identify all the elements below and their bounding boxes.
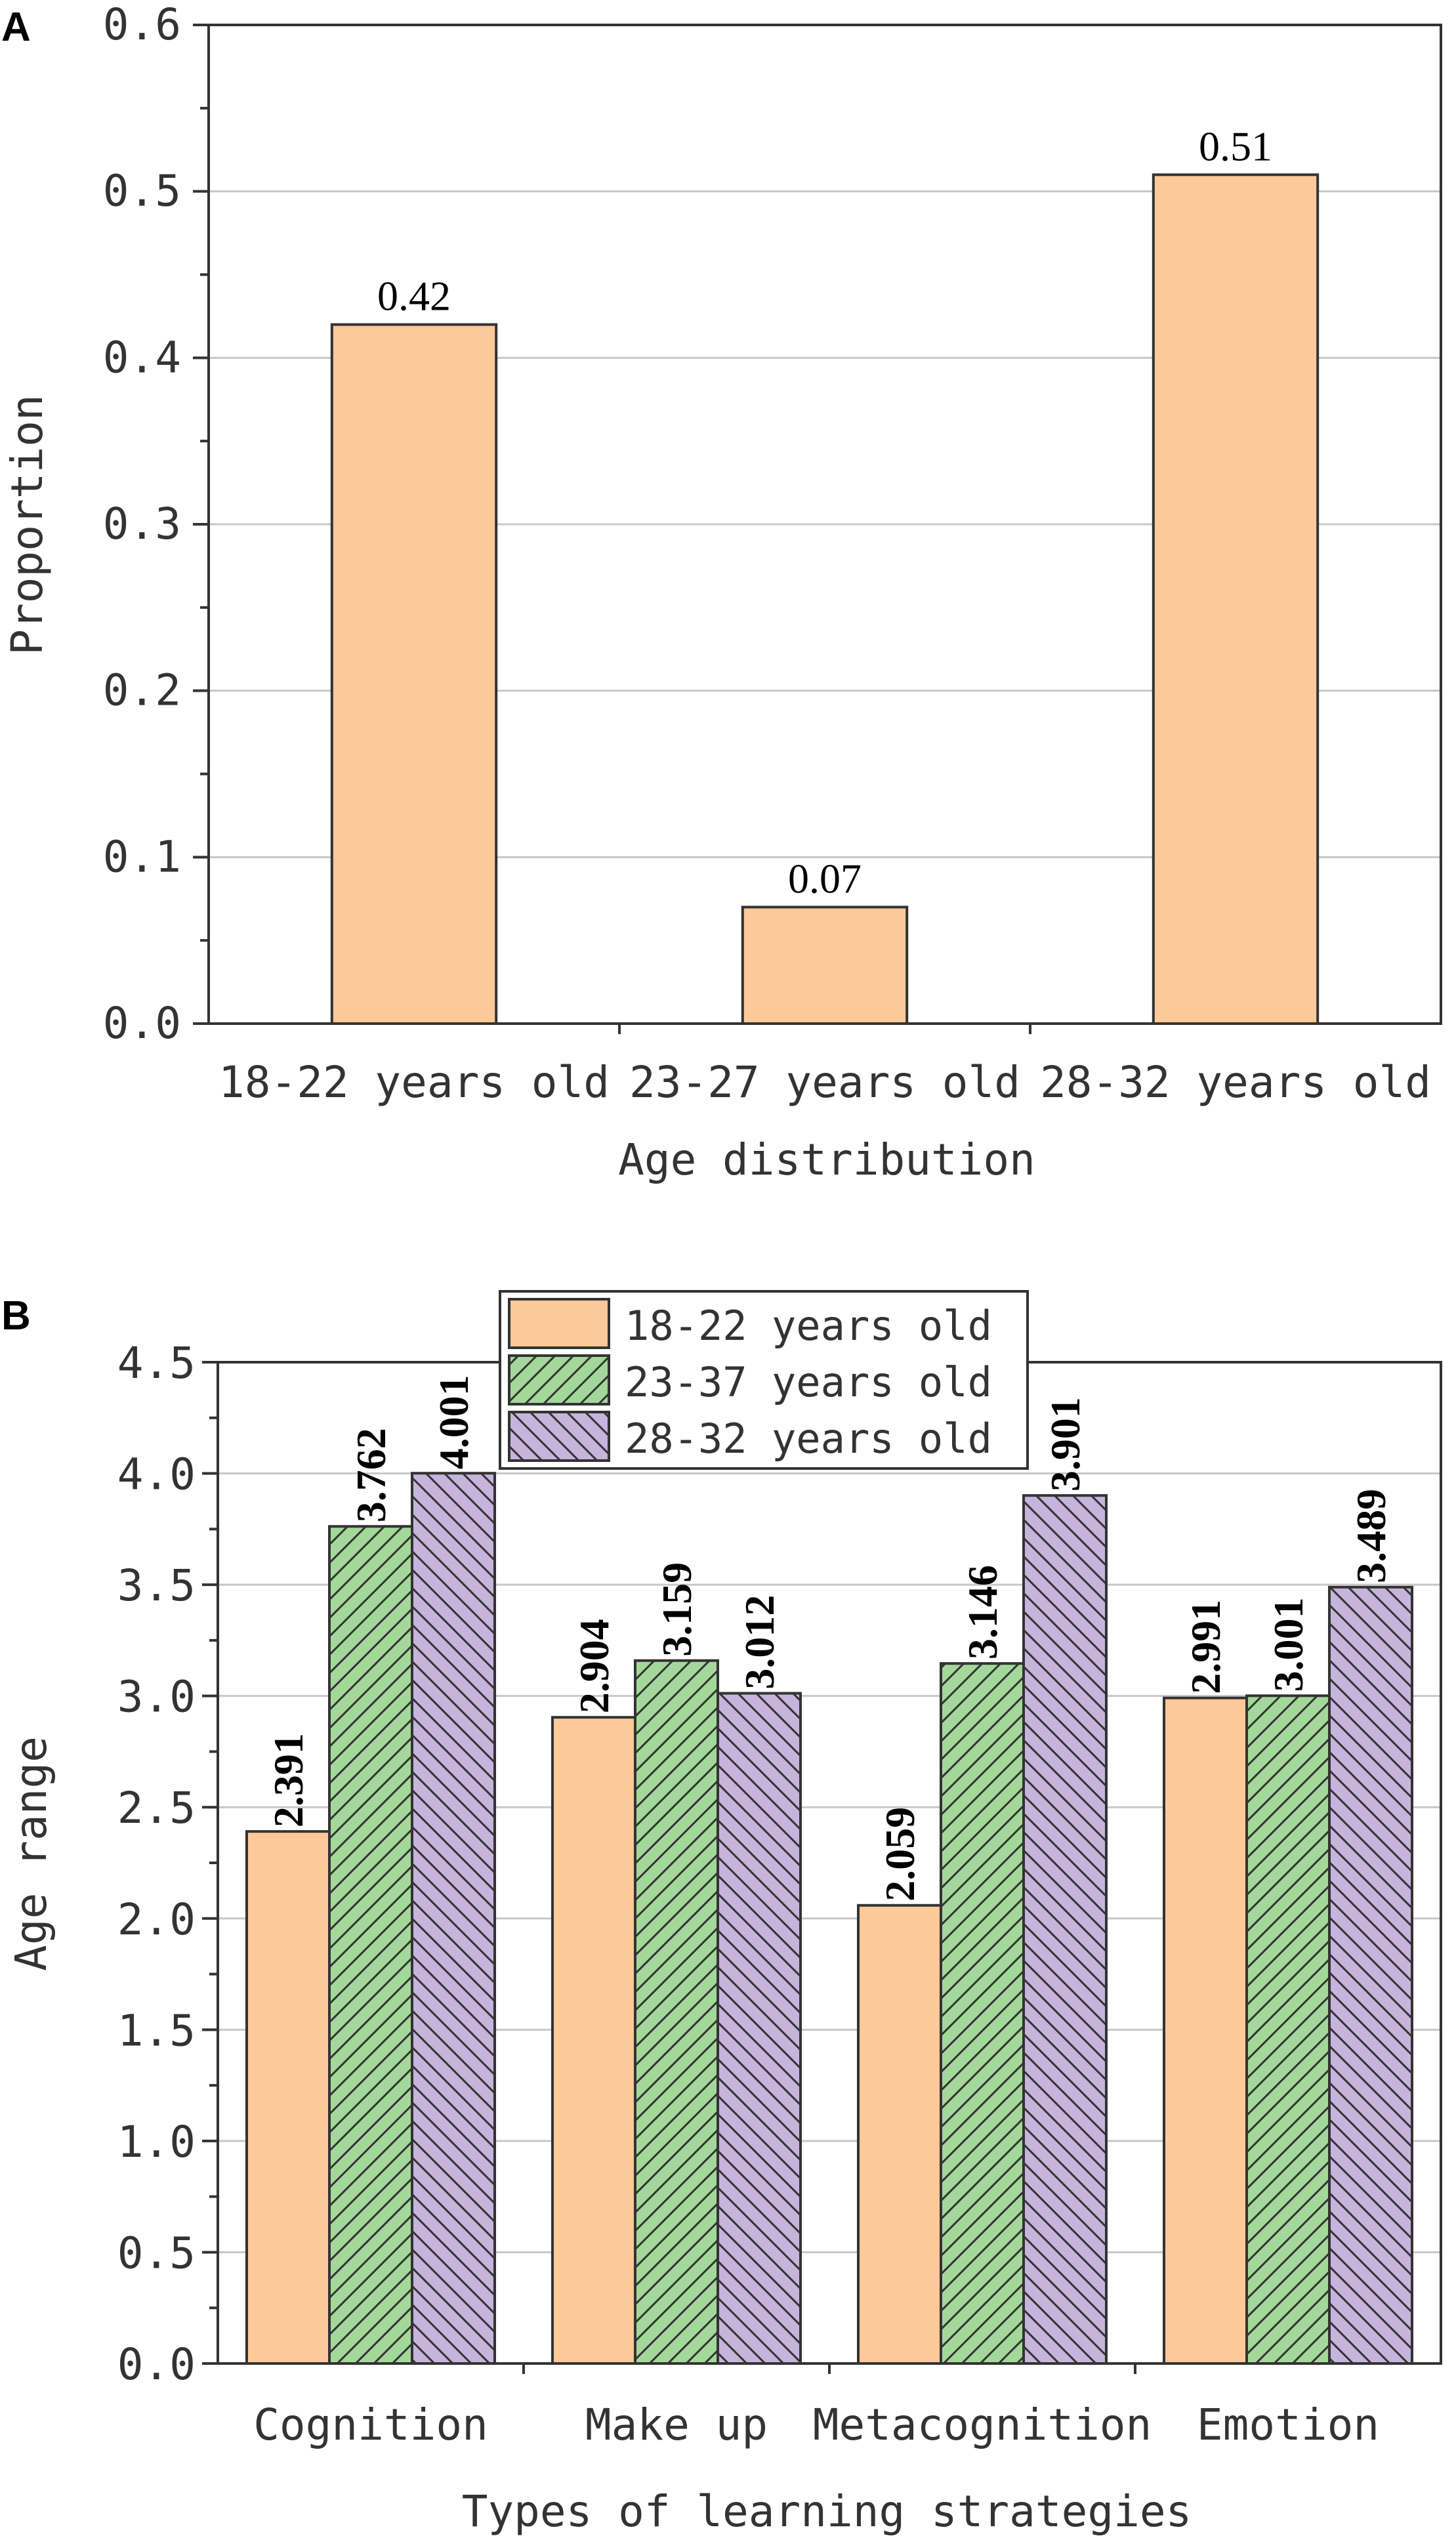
legend-swatch-23-37 bbox=[508, 1354, 610, 1405]
panel-a-y-tick-label: 0.4 bbox=[103, 332, 181, 383]
panel-b-x-tick-label-make-up: Make up bbox=[585, 2400, 768, 2450]
panel-b-value-label-metacognition-28-32-years-old: 3.901 bbox=[1042, 1397, 1089, 1491]
panel-b-bar-make-up-18-22-years-old bbox=[551, 1716, 636, 2365]
panel-b-value-label-emotion-28-32-years-old: 3.489 bbox=[1348, 1489, 1394, 1583]
panel-a-y-tick-label: 0.0 bbox=[103, 998, 181, 1049]
panel-a-y-tick-label: 0.1 bbox=[103, 831, 181, 882]
panel-b-value-label-cognition-28-32-years-old: 4.001 bbox=[430, 1375, 477, 1469]
panel-a-bar-18-22-years-old bbox=[330, 323, 498, 1026]
legend-swatch-18-22 bbox=[508, 1298, 610, 1349]
panel-a-x-tick-label-18-22-years-old: 18-22 years old bbox=[218, 1057, 610, 1108]
panel-a-y-tick-label: 0.3 bbox=[103, 499, 181, 549]
panel-b-y-tick-label: 3.0 bbox=[117, 1672, 196, 1722]
panel-a-letter: A bbox=[1, 5, 31, 50]
panel-b-bar-cognition-28-32-years-old bbox=[411, 1472, 496, 2365]
panel-b-y-tick-label: 0.5 bbox=[117, 2228, 196, 2278]
panel-a-y-ticks: 0.0 0.1 0.2 0.3 0.4 0.5 0.6 bbox=[103, 0, 209, 1049]
panel-a-value-label-23-27-years-old: 0.07 bbox=[788, 855, 862, 902]
panel-b-bar-emotion-28-32-years-old bbox=[1328, 1585, 1413, 2365]
panel-b-legend: 18-22 years old 23-37 years old 28-32 ye… bbox=[499, 1290, 1029, 1470]
panel-b-chart: B 0.0 0.5 1.0 1.5 2.0 2.5 3.0 3.5 4.0 4.5 Cogniti… bbox=[1, 1290, 1442, 2537]
panel-b-x-axis-title: Types of learning strategies bbox=[462, 2486, 1192, 2537]
panel-b-x-ticks: Cognition Make up Metacognition Emotion bbox=[253, 2363, 1379, 2450]
panel-b-value-label-metacognition-18-22-years-old: 2.059 bbox=[877, 1807, 923, 1902]
panel-b-bar-emotion-23-37-years-old bbox=[1245, 1694, 1331, 2365]
panel-b-bar-cognition-23-37-years-old bbox=[328, 1525, 413, 2365]
panel-b-y-tick-label: 2.5 bbox=[117, 1783, 196, 1833]
panel-b-y-tick-label: 4.5 bbox=[117, 1338, 196, 1388]
panel-b-y-tick-label: 4.0 bbox=[117, 1449, 196, 1500]
panel-b-bars bbox=[245, 1472, 1413, 2365]
panel-b-value-label-make-up-18-22-years-old: 2.904 bbox=[571, 1619, 617, 1713]
panel-a-x-tick-label-23-27-years-old: 23-27 years old bbox=[629, 1057, 1020, 1108]
panel-b-y-tick-label: 2.0 bbox=[117, 1894, 196, 1945]
panel-a-bar-23-27-years-old bbox=[741, 906, 909, 1026]
panel-b-x-tick-label-metacognition: Metacognition bbox=[813, 2400, 1152, 2450]
panel-b-value-label-emotion-23-37-years-old: 3.001 bbox=[1265, 1597, 1312, 1692]
panel-b-bar-make-up-28-32-years-old bbox=[717, 1692, 802, 2365]
panel-b-x-tick-label-cognition: Cognition bbox=[253, 2400, 488, 2450]
panel-b-value-label-cognition-23-37-years-old: 3.762 bbox=[348, 1428, 394, 1522]
panel-a-value-label-18-22-years-old: 0.42 bbox=[377, 273, 451, 320]
panel-a-y-tick-label: 0.2 bbox=[103, 665, 181, 716]
panel-b-bar-emotion-18-22-years-old bbox=[1163, 1696, 1248, 2365]
panel-a-value-label-28-32-years-old: 0.51 bbox=[1199, 123, 1272, 169]
panel-b-value-labels: 2.391 3.762 4.001 2.904 3.159 3.012 2.059 3.146… bbox=[265, 1375, 1394, 1902]
panel-b-y-tick-label: 1.0 bbox=[117, 2117, 196, 2167]
panel-b-y-tick-label: 3.5 bbox=[117, 1560, 196, 1611]
panel-a-y-axis-title: Proportion bbox=[2, 394, 52, 655]
panel-a-chart: A 0.0 0.1 0.2 0.3 0.4 0.5 0.6 18-22 years old 2… bbox=[1, 0, 1442, 1185]
legend-label-28-32: 28-32 years old bbox=[625, 1415, 992, 1463]
panel-b-y-tick-label: 0.0 bbox=[117, 2339, 196, 2390]
panel-b-value-label-cognition-18-22-years-old: 2.391 bbox=[265, 1733, 312, 1827]
panel-b-bar-make-up-23-37-years-old bbox=[634, 1659, 719, 2365]
panel-a-x-tick-label-28-32-years-old: 28-32 years old bbox=[1040, 1057, 1431, 1108]
panel-a-y-tick-label: 0.5 bbox=[103, 166, 181, 217]
panel-b-value-label-metacognition-23-37-years-old: 3.146 bbox=[959, 1565, 1006, 1659]
legend-label-18-22: 18-22 years old bbox=[625, 1302, 992, 1350]
panel-b-bar-cognition-18-22-years-old bbox=[245, 1830, 331, 2365]
legend-swatch-28-32 bbox=[508, 1411, 610, 1462]
panel-a-bar-28-32-years-old bbox=[1152, 173, 1320, 1025]
panel-a-value-labels: 0.42 0.07 0.51 bbox=[377, 123, 1272, 902]
panel-b-y-axis-title: Age range bbox=[6, 1736, 56, 1971]
panel-a-x-ticks: 18-22 years old 23-27 years old 28-32 year… bbox=[218, 1024, 1431, 1108]
panel-a-y-tick-label: 0.6 bbox=[103, 0, 181, 50]
panel-a-x-axis-title: Age distribution bbox=[618, 1135, 1035, 1185]
panel-b-bar-metacognition-23-37-years-old bbox=[940, 1662, 1025, 2365]
panel-b-x-tick-label-emotion: Emotion bbox=[1197, 2400, 1379, 2450]
panel-b-y-ticks: 0.0 0.5 1.0 1.5 2.0 2.5 3.0 3.5 4.0 4.5 bbox=[117, 1338, 218, 2390]
panel-b-bar-metacognition-28-32-years-old bbox=[1022, 1494, 1108, 2365]
panel-b-bar-metacognition-18-22-years-old bbox=[857, 1904, 942, 2365]
panel-b-y-tick-label: 1.5 bbox=[117, 2005, 196, 2056]
panel-b-letter: B bbox=[1, 1293, 31, 1339]
panel-b-value-label-make-up-23-37-years-old: 3.159 bbox=[654, 1562, 700, 1657]
panel-a-bars bbox=[330, 173, 1320, 1026]
legend-label-23-37: 23-37 years old bbox=[625, 1358, 992, 1406]
panel-b-value-label-make-up-28-32-years-old: 3.012 bbox=[736, 1595, 783, 1690]
panel-b-value-label-emotion-18-22-years-old: 2.991 bbox=[1182, 1600, 1229, 1694]
